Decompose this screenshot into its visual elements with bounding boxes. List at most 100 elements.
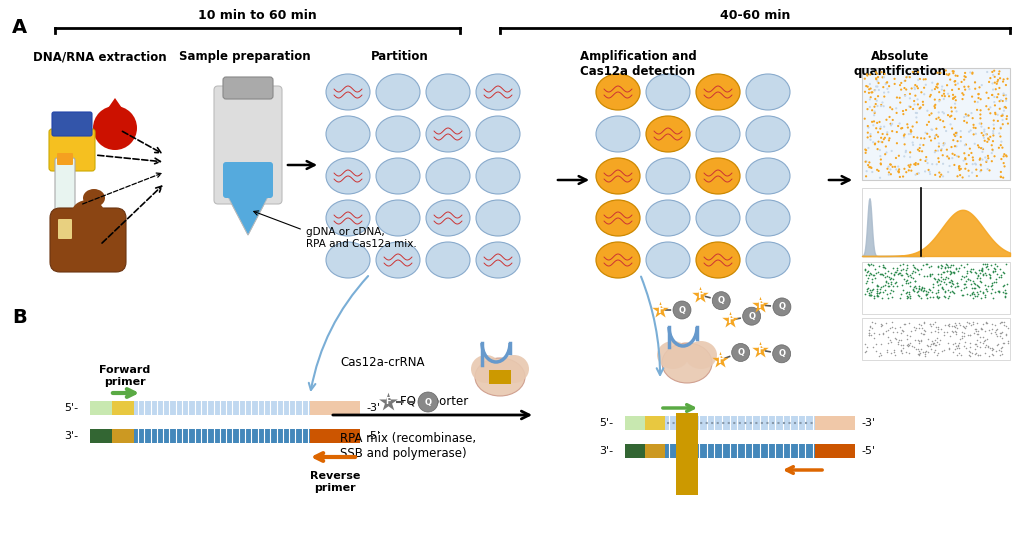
Ellipse shape <box>326 158 370 194</box>
Point <box>907 264 924 272</box>
Text: Q: Q <box>749 312 755 321</box>
Point <box>920 260 936 269</box>
Point <box>985 127 1001 135</box>
Point <box>977 336 993 344</box>
Point <box>908 82 925 91</box>
Point <box>886 270 902 279</box>
Point <box>942 112 958 121</box>
FancyBboxPatch shape <box>862 188 1010 256</box>
Point <box>897 269 913 278</box>
Point <box>955 263 972 272</box>
Point <box>999 324 1016 333</box>
Point <box>979 156 995 165</box>
Point <box>957 322 974 330</box>
Point <box>869 267 886 276</box>
Point <box>982 133 998 141</box>
Point <box>872 160 889 169</box>
Point <box>863 291 880 300</box>
Text: FQ reporter: FQ reporter <box>400 396 468 409</box>
Point <box>905 105 922 113</box>
Point <box>884 120 900 128</box>
FancyBboxPatch shape <box>50 208 126 272</box>
FancyBboxPatch shape <box>676 413 698 495</box>
Point <box>887 350 903 359</box>
Point <box>902 294 919 302</box>
Point <box>943 321 959 330</box>
Point <box>947 322 964 331</box>
Point <box>874 321 891 330</box>
Point <box>889 282 905 291</box>
Point <box>898 168 914 176</box>
Point <box>977 327 993 335</box>
Point <box>861 80 878 88</box>
Point <box>891 167 907 176</box>
Ellipse shape <box>685 341 717 369</box>
Point <box>880 85 896 93</box>
Point <box>866 140 883 149</box>
Point <box>998 288 1015 297</box>
FancyBboxPatch shape <box>112 401 134 415</box>
Text: Sample preparation: Sample preparation <box>179 50 311 63</box>
Point <box>976 125 992 134</box>
Point <box>946 77 963 86</box>
Ellipse shape <box>376 74 420 110</box>
Circle shape <box>673 301 691 319</box>
Point <box>916 327 933 335</box>
Point <box>869 282 886 291</box>
Point <box>973 122 989 131</box>
Point <box>895 327 911 335</box>
Point <box>907 277 924 285</box>
Point <box>865 260 882 269</box>
Point <box>984 67 1000 76</box>
Point <box>920 294 936 302</box>
Point <box>969 171 985 180</box>
Point <box>997 322 1014 330</box>
Point <box>942 275 958 284</box>
Point <box>978 88 994 97</box>
Point <box>968 327 984 335</box>
Point <box>904 284 921 293</box>
Point <box>921 165 937 174</box>
Point <box>879 115 895 124</box>
Point <box>956 322 973 331</box>
Ellipse shape <box>426 200 470 236</box>
Point <box>893 124 909 133</box>
Point <box>957 155 974 163</box>
Point <box>993 350 1010 358</box>
Point <box>900 340 916 349</box>
Point <box>965 114 981 122</box>
Point <box>957 282 974 291</box>
Point <box>987 267 1004 275</box>
Point <box>910 160 927 168</box>
Point <box>963 321 979 329</box>
Point <box>989 261 1006 270</box>
Point <box>880 294 896 302</box>
Point <box>898 106 914 114</box>
Point <box>888 267 904 276</box>
Point <box>936 278 952 286</box>
Point <box>909 95 926 103</box>
Point <box>897 277 913 286</box>
Point <box>950 267 967 275</box>
Point <box>858 342 874 351</box>
FancyBboxPatch shape <box>49 129 95 171</box>
Point <box>967 345 983 354</box>
Point <box>891 151 907 160</box>
Point <box>897 77 913 85</box>
Point <box>911 339 928 348</box>
Point <box>967 140 983 148</box>
Point <box>872 284 889 293</box>
Point <box>976 134 992 142</box>
Point <box>946 319 963 327</box>
Point <box>909 336 926 344</box>
Point <box>894 341 910 349</box>
Ellipse shape <box>326 74 370 110</box>
Point <box>942 266 958 275</box>
Point <box>928 115 944 123</box>
Point <box>993 112 1010 120</box>
Point <box>945 94 962 103</box>
Point <box>871 174 888 182</box>
Point <box>920 106 936 115</box>
Point <box>903 342 920 350</box>
Point <box>882 113 898 121</box>
